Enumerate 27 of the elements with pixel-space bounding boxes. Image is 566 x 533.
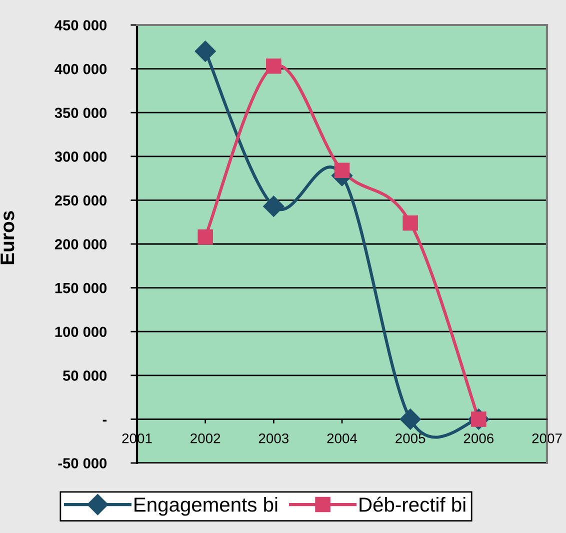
x-tick-label: 2007 [532, 433, 562, 444]
point [266, 58, 282, 74]
y-tick-label: 50 000 [62, 370, 107, 381]
x-tick-label: 2002 [190, 433, 220, 444]
y-tick-label: -50 000 [58, 458, 107, 468]
x-tick-label: 2006 [464, 433, 494, 444]
y-tick-label: 450 000 [54, 20, 107, 30]
point [334, 162, 350, 178]
y-tick-label: 150 000 [55, 282, 107, 294]
x-tick-label: 2005 [396, 433, 426, 444]
y-tick-label: 200 000 [54, 239, 107, 250]
point [402, 215, 418, 231]
point [400, 408, 421, 430]
y-tick-label: 250 000 [54, 195, 107, 206]
y-tick-label: 350 000 [54, 108, 107, 118]
point [194, 40, 216, 62]
x-tick-label: 2004 [327, 433, 358, 444]
legend-label: Engagements bi [134, 496, 278, 516]
point [263, 196, 284, 217]
x-tick-label: 2003 [258, 433, 289, 444]
y-axis-title: Euros [0, 211, 14, 264]
y-tick-label: 100 000 [55, 326, 107, 338]
point [198, 229, 213, 245]
y-tick-label: - [102, 420, 107, 422]
y-tick-label: 300 000 [54, 152, 107, 162]
legend-label: Déb-rectif bi [360, 496, 466, 512]
y-tick-label: 400 000 [54, 64, 107, 74]
